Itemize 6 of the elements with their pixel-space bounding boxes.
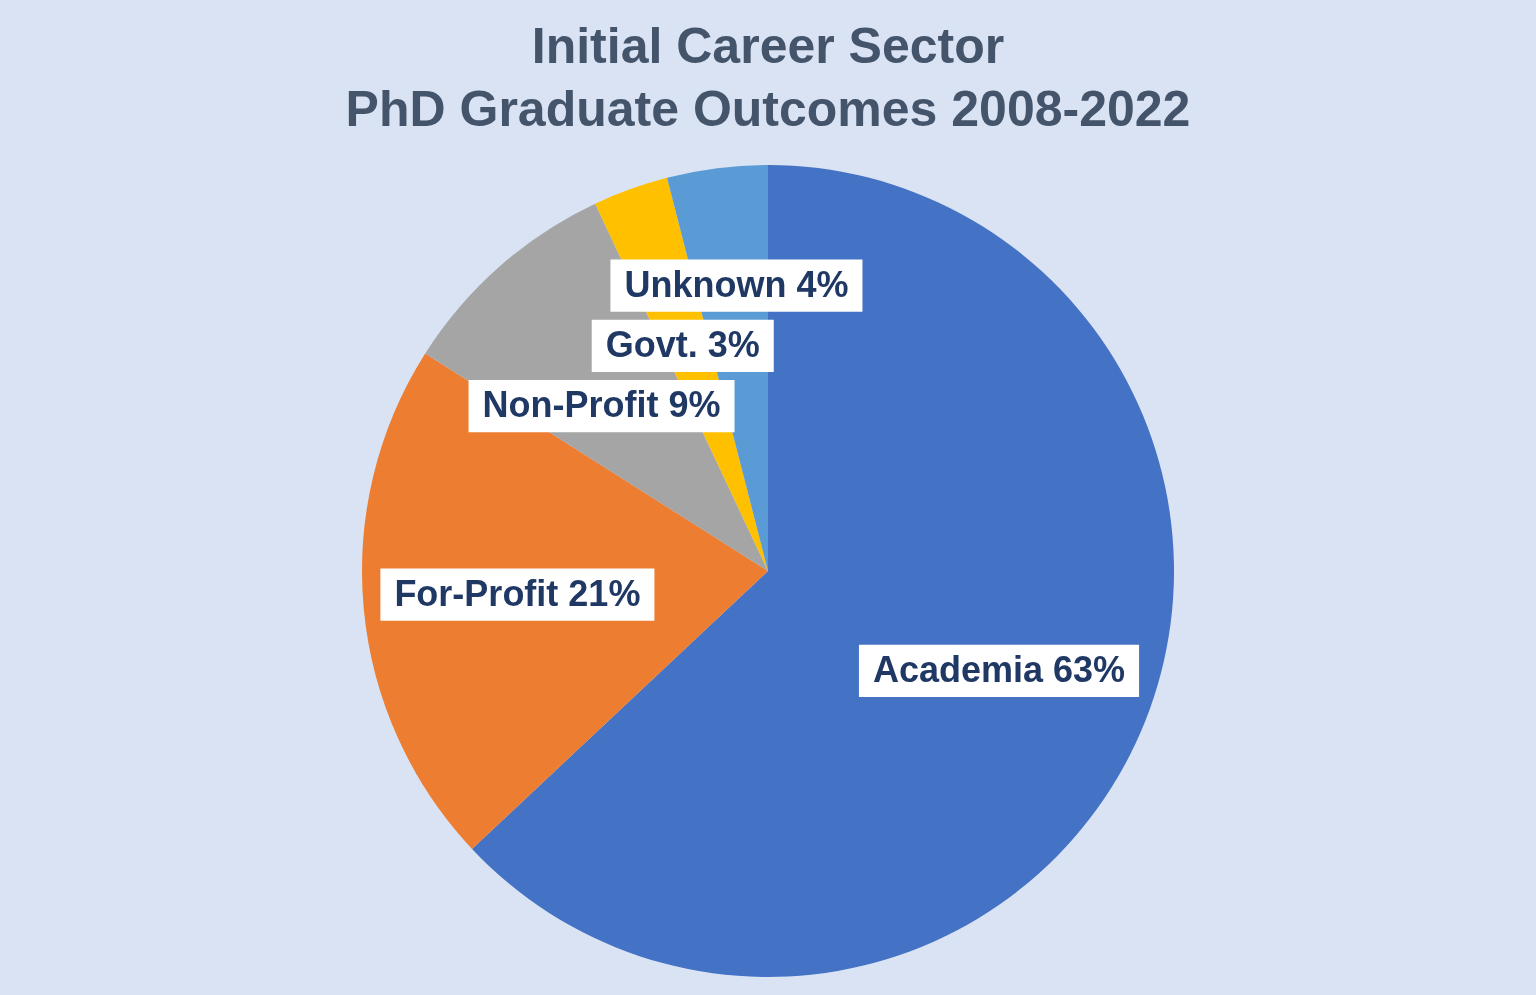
slice-label: Non-Profit 9% [482, 383, 721, 425]
chart-title: Initial Career Sector PhD Graduate Outcomes 2008-2022 [345, 18, 1191, 137]
slice-label: Govt. 3% [605, 323, 760, 365]
slice-label: Academia 63% [872, 648, 1126, 690]
slice-label: For-Profit 21% [394, 572, 641, 614]
slice-label: Unknown 4% [624, 263, 849, 305]
